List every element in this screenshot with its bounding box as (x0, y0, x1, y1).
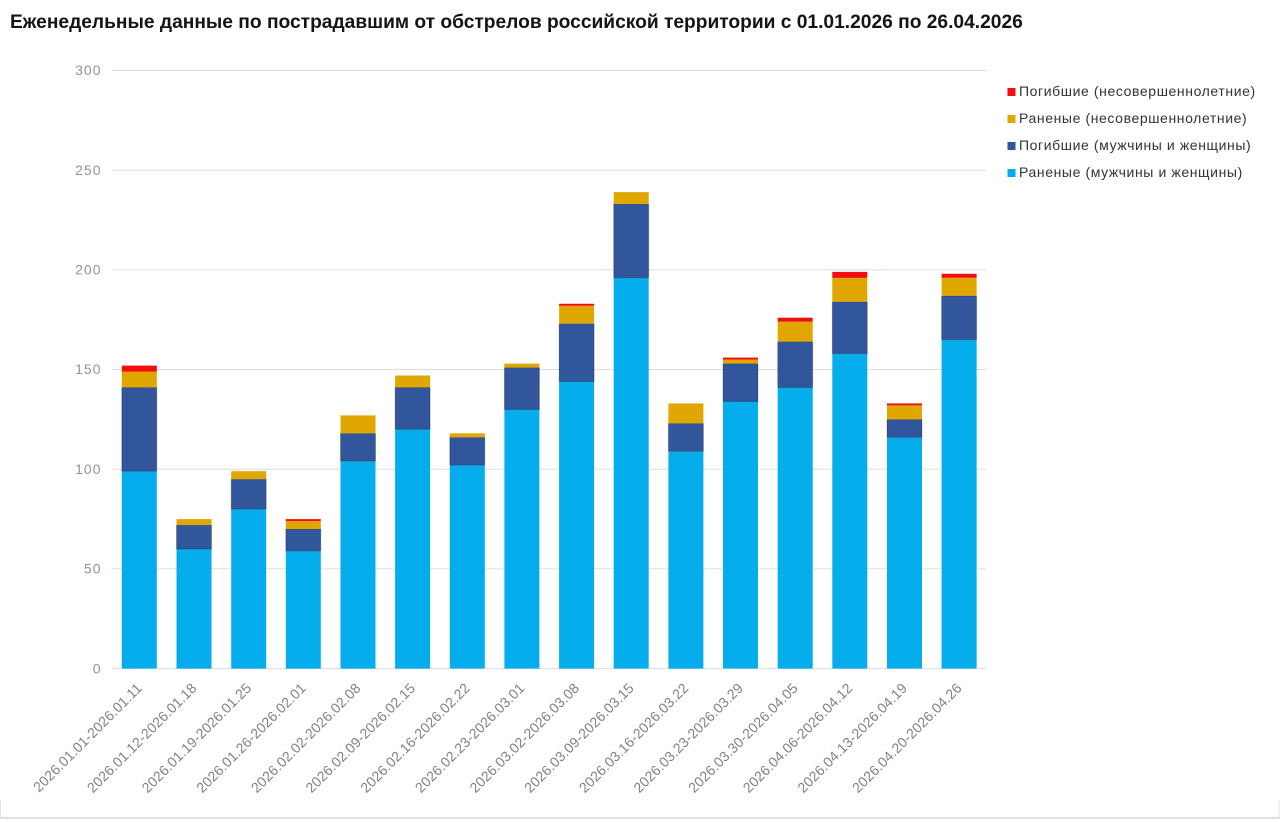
svg-text:2026.03.02-2026.03.08: 2026.03.02-2026.03.08 (466, 680, 582, 796)
svg-text:2026.03.09-2026.03.15: 2026.03.09-2026.03.15 (521, 680, 637, 796)
svg-text:2026.03.16-2026.03.22: 2026.03.16-2026.03.22 (576, 680, 692, 796)
svg-text:2026.02.09-2026.02.15: 2026.02.09-2026.02.15 (302, 680, 418, 796)
svg-text:2026.04.13-2026.04.19: 2026.04.13-2026.04.19 (794, 680, 910, 796)
svg-text:50: 50 (84, 561, 102, 577)
svg-text:0: 0 (93, 660, 102, 676)
svg-text:2026.02.16-2026.02.22: 2026.02.16-2026.02.22 (357, 680, 473, 796)
svg-text:Раненые (мужчины и женщины): Раненые (мужчины и женщины) (1019, 164, 1243, 180)
svg-text:2026.01.12-2026.01.18: 2026.01.12-2026.01.18 (84, 680, 200, 796)
svg-text:2026.03.30-2026.04.05: 2026.03.30-2026.04.05 (685, 680, 801, 796)
svg-text:200: 200 (75, 262, 101, 278)
svg-text:2026.02.23-2026.03.01: 2026.02.23-2026.03.01 (412, 680, 528, 796)
svg-text:2026.03.23-2026.03.29: 2026.03.23-2026.03.29 (630, 680, 746, 796)
svg-text:Погибшие (несовершеннолетние): Погибшие (несовершеннолетние) (1019, 83, 1256, 99)
svg-text:100: 100 (75, 461, 101, 477)
svg-text:2026.04.06-2026.04.12: 2026.04.06-2026.04.12 (740, 680, 856, 796)
svg-text:2026.02.02-2026.02.08: 2026.02.02-2026.02.08 (248, 680, 364, 796)
svg-text:150: 150 (75, 361, 101, 377)
svg-text:250: 250 (75, 162, 101, 178)
svg-text:2026.01.26-2026.02.01: 2026.01.26-2026.02.01 (193, 680, 309, 796)
svg-text:2026.04.20-2026.04.26: 2026.04.20-2026.04.26 (849, 680, 965, 796)
svg-text:300: 300 (75, 62, 101, 78)
svg-text:2026.01.01-2026.01.11: 2026.01.01-2026.01.11 (30, 680, 145, 795)
svg-text:2026.01.19-2026.01.25: 2026.01.19-2026.01.25 (138, 680, 254, 796)
svg-text:Раненые (несовершеннолетние): Раненые (несовершеннолетние) (1019, 110, 1247, 126)
svg-text:Погибшие (мужчины и женщины): Погибшие (мужчины и женщины) (1019, 137, 1251, 153)
